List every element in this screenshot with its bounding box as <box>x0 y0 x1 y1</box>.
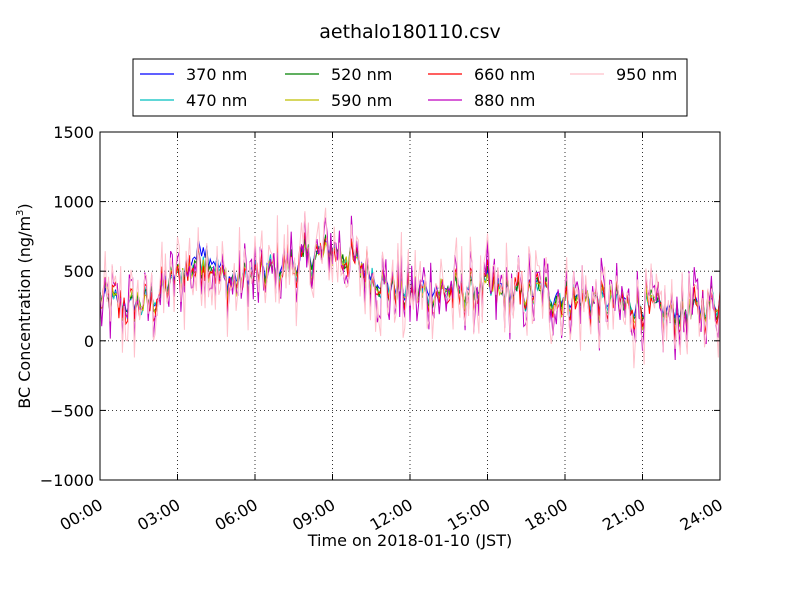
y-axis: −1000 −500 0 500 1000 1500 <box>40 123 720 490</box>
legend-label: 660 nm <box>474 65 535 84</box>
series-group <box>99 207 721 369</box>
y-tick-label: 1500 <box>53 123 94 142</box>
legend-label: 470 nm <box>186 91 247 110</box>
series-line-880-nm <box>99 212 721 361</box>
y-tick-label: −500 <box>50 401 94 420</box>
legend-box <box>132 58 688 117</box>
y-axis-label: BC Concentration (ng/m3) <box>15 203 34 408</box>
x-axis-label: Time on 2018-01-10 (JST) <box>307 531 512 550</box>
legend-label: 370 nm <box>186 65 247 84</box>
legend-label: 520 nm <box>331 65 392 84</box>
legend: 370 nm 470 nm 520 nm 590 nm 660 nm 880 nm 950 … <box>132 58 688 117</box>
y-tick-label: −1000 <box>40 471 94 490</box>
y-tick-label: 0 <box>84 332 94 351</box>
y-tick-label: 1000 <box>53 193 94 212</box>
y-axis-label-main: BC Concentration (ng/m <box>15 216 34 409</box>
y-tick-label: 500 <box>63 262 94 281</box>
y-axis-label-close: ) <box>15 203 34 209</box>
legend-label: 950 nm <box>616 65 677 84</box>
legend-label: 880 nm <box>474 91 535 110</box>
y-axis-label-superscript: 3 <box>15 210 26 216</box>
series-line-950-nm <box>99 207 721 369</box>
chart-title: aethalo180110.csv <box>319 21 501 43</box>
legend-label: 590 nm <box>331 91 392 110</box>
